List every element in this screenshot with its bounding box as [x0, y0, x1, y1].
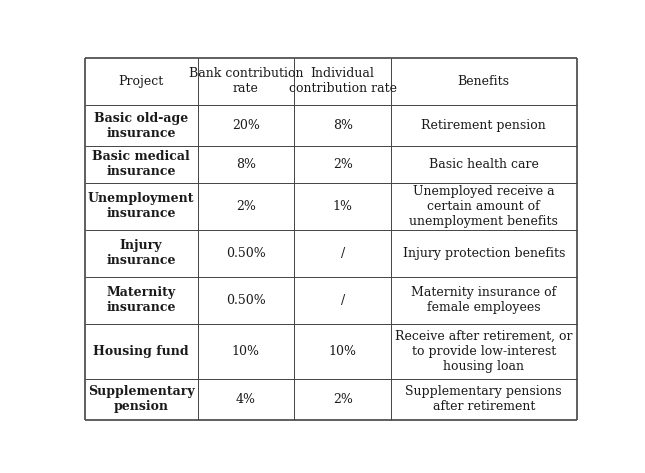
- Text: Individual
contribution rate: Individual contribution rate: [289, 68, 397, 96]
- Text: Maternity insurance of
female employees: Maternity insurance of female employees: [411, 287, 557, 315]
- Text: Supplementary pensions
after retirement: Supplementary pensions after retirement: [406, 385, 562, 413]
- Text: Receive after retirement, or
to provide low-interest
housing loan: Receive after retirement, or to provide …: [395, 330, 573, 373]
- Text: Basic medical
insurance: Basic medical insurance: [92, 150, 190, 178]
- Text: /: /: [341, 247, 345, 260]
- Text: 2%: 2%: [333, 393, 353, 406]
- Text: 20%: 20%: [232, 119, 260, 132]
- Text: 10%: 10%: [232, 345, 260, 358]
- Text: 1%: 1%: [333, 200, 353, 213]
- Text: Project: Project: [119, 75, 164, 88]
- Text: Unemployment
insurance: Unemployment insurance: [88, 192, 194, 220]
- Text: Unemployed receive a
certain amount of
unemployment benefits: Unemployed receive a certain amount of u…: [410, 184, 558, 228]
- Text: 0.50%: 0.50%: [226, 247, 266, 260]
- Text: 2%: 2%: [333, 158, 353, 171]
- Text: 2%: 2%: [236, 200, 256, 213]
- Text: Basic health care: Basic health care: [429, 158, 539, 171]
- Text: Maternity
insurance: Maternity insurance: [106, 287, 176, 315]
- Text: /: /: [341, 294, 345, 307]
- Text: Supplementary
pension: Supplementary pension: [88, 385, 194, 413]
- Text: Bank contribution
rate: Bank contribution rate: [188, 68, 303, 96]
- Text: Injury protection benefits: Injury protection benefits: [402, 247, 565, 260]
- Text: Injury
insurance: Injury insurance: [106, 239, 176, 267]
- Text: 4%: 4%: [236, 393, 256, 406]
- Text: 8%: 8%: [236, 158, 256, 171]
- Text: 8%: 8%: [333, 119, 353, 132]
- Text: Benefits: Benefits: [458, 75, 510, 88]
- Text: Housing fund: Housing fund: [94, 345, 189, 358]
- Text: 0.50%: 0.50%: [226, 294, 266, 307]
- Text: 10%: 10%: [329, 345, 357, 358]
- Text: Retirement pension: Retirement pension: [421, 119, 546, 132]
- Text: Basic old-age
insurance: Basic old-age insurance: [94, 112, 188, 140]
